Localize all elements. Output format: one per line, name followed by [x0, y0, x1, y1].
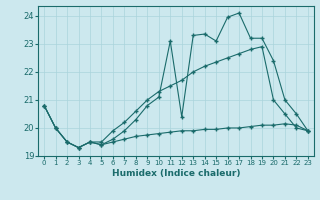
X-axis label: Humidex (Indice chaleur): Humidex (Indice chaleur): [112, 169, 240, 178]
